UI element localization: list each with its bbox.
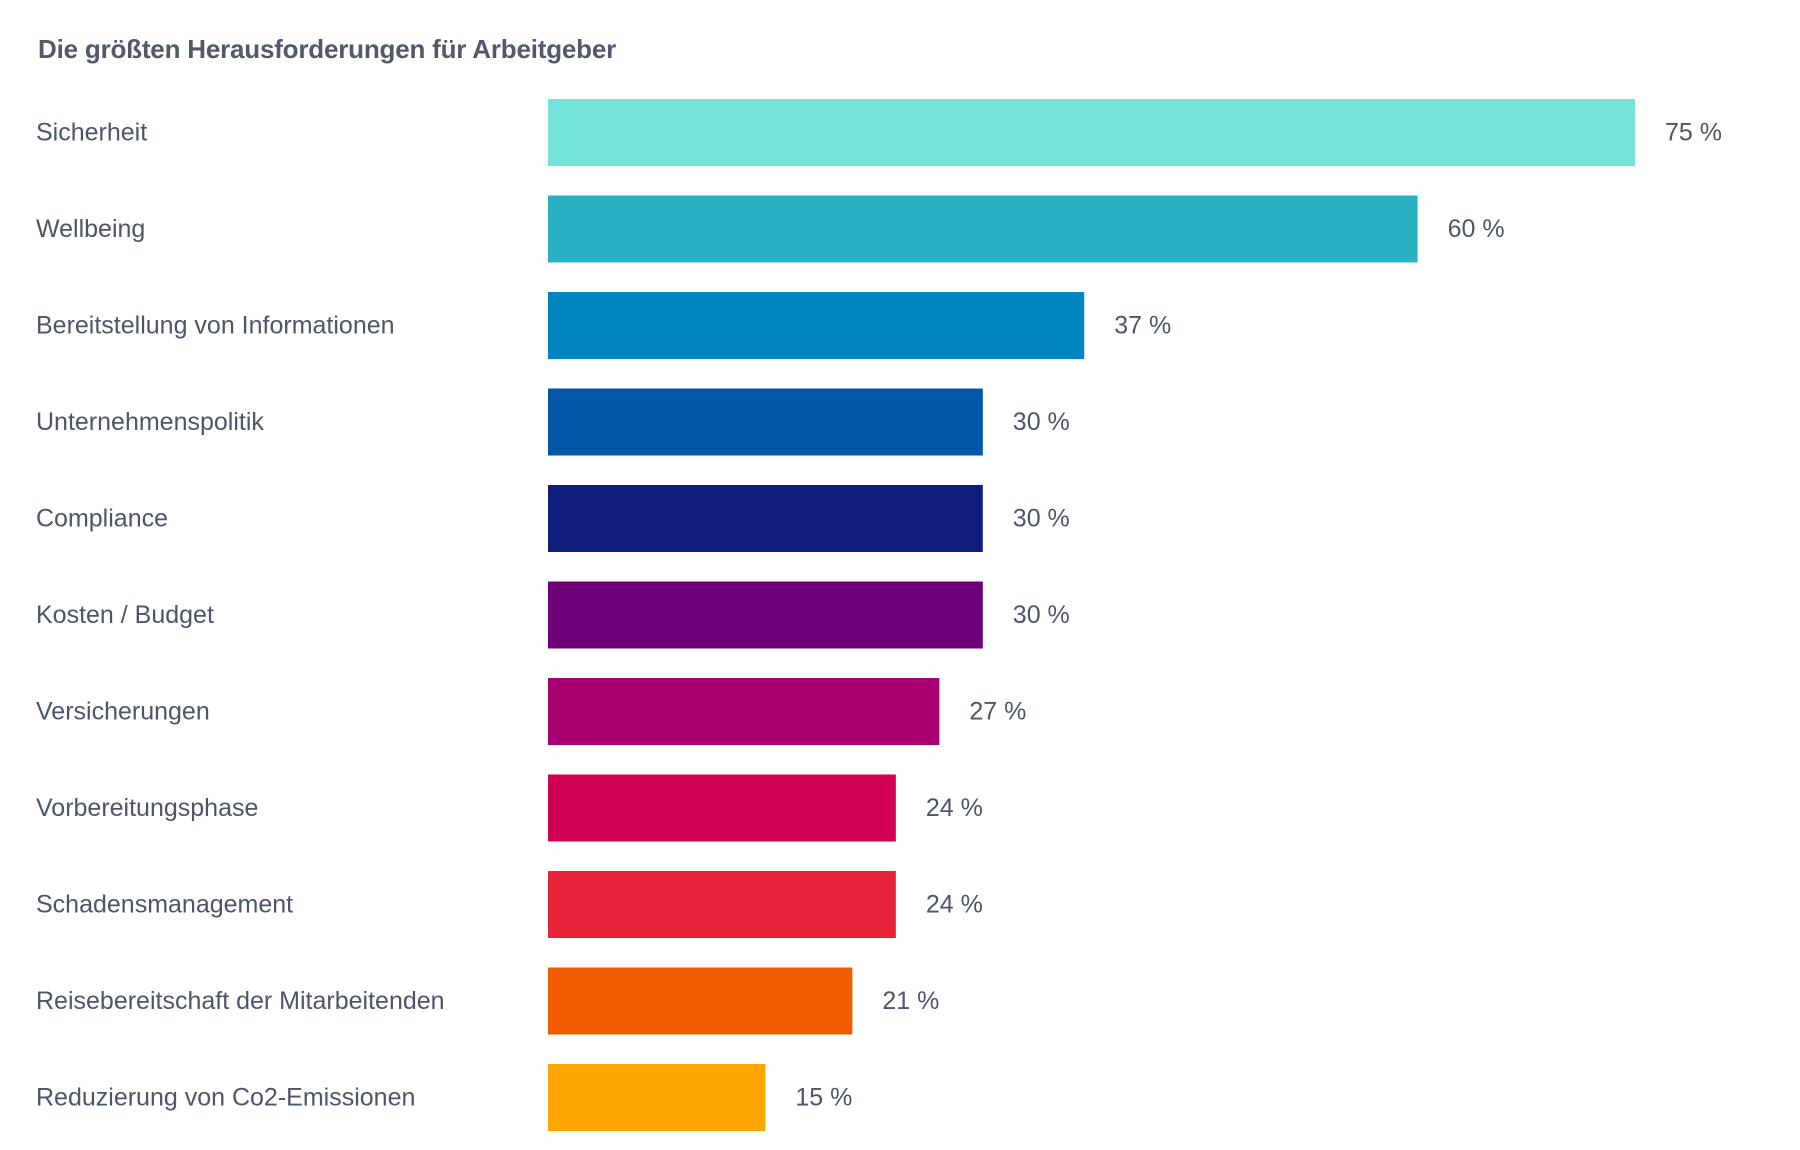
category-label: Reisebereitschaft der Mitarbeitenden: [36, 987, 445, 1015]
category-label: Vorbereitungsphase: [36, 794, 258, 822]
bar: [548, 774, 896, 842]
category-label: Wellbeing: [36, 215, 145, 243]
value-label: 21 %: [882, 987, 939, 1015]
bar: [548, 388, 983, 456]
value-label: 24 %: [926, 891, 983, 919]
category-label: Kosten / Budget: [36, 601, 214, 629]
bar: [548, 195, 1418, 263]
category-label: Sicherheit: [36, 119, 147, 147]
bar: [548, 871, 896, 938]
bar: [548, 99, 1635, 166]
value-label: 24 %: [926, 794, 983, 822]
category-label: Schadensmanagement: [36, 891, 293, 919]
value-label: 15 %: [795, 1084, 852, 1112]
bar: [548, 485, 983, 552]
category-label: Bereitstellung von Informationen: [36, 312, 395, 340]
value-label: 75 %: [1665, 119, 1722, 147]
value-label: 37 %: [1114, 312, 1171, 340]
value-label: 30 %: [1013, 408, 1070, 436]
bar: [548, 967, 853, 1035]
value-label: 30 %: [1013, 601, 1070, 629]
category-label: Compliance: [36, 505, 168, 533]
category-label: Unternehmenspolitik: [36, 408, 264, 436]
bar: [548, 292, 1085, 359]
category-label: Reduzierung von Co2-Emissionen: [36, 1084, 415, 1112]
bar: [548, 678, 940, 745]
chart-title: Die größten Herausforderungen für Arbeit…: [38, 34, 616, 64]
bar: [548, 1064, 766, 1131]
bar: [548, 581, 983, 649]
value-label: 27 %: [969, 698, 1026, 726]
category-label: Versicherungen: [36, 698, 210, 726]
value-label: 60 %: [1448, 215, 1505, 243]
value-label: 30 %: [1013, 505, 1070, 533]
